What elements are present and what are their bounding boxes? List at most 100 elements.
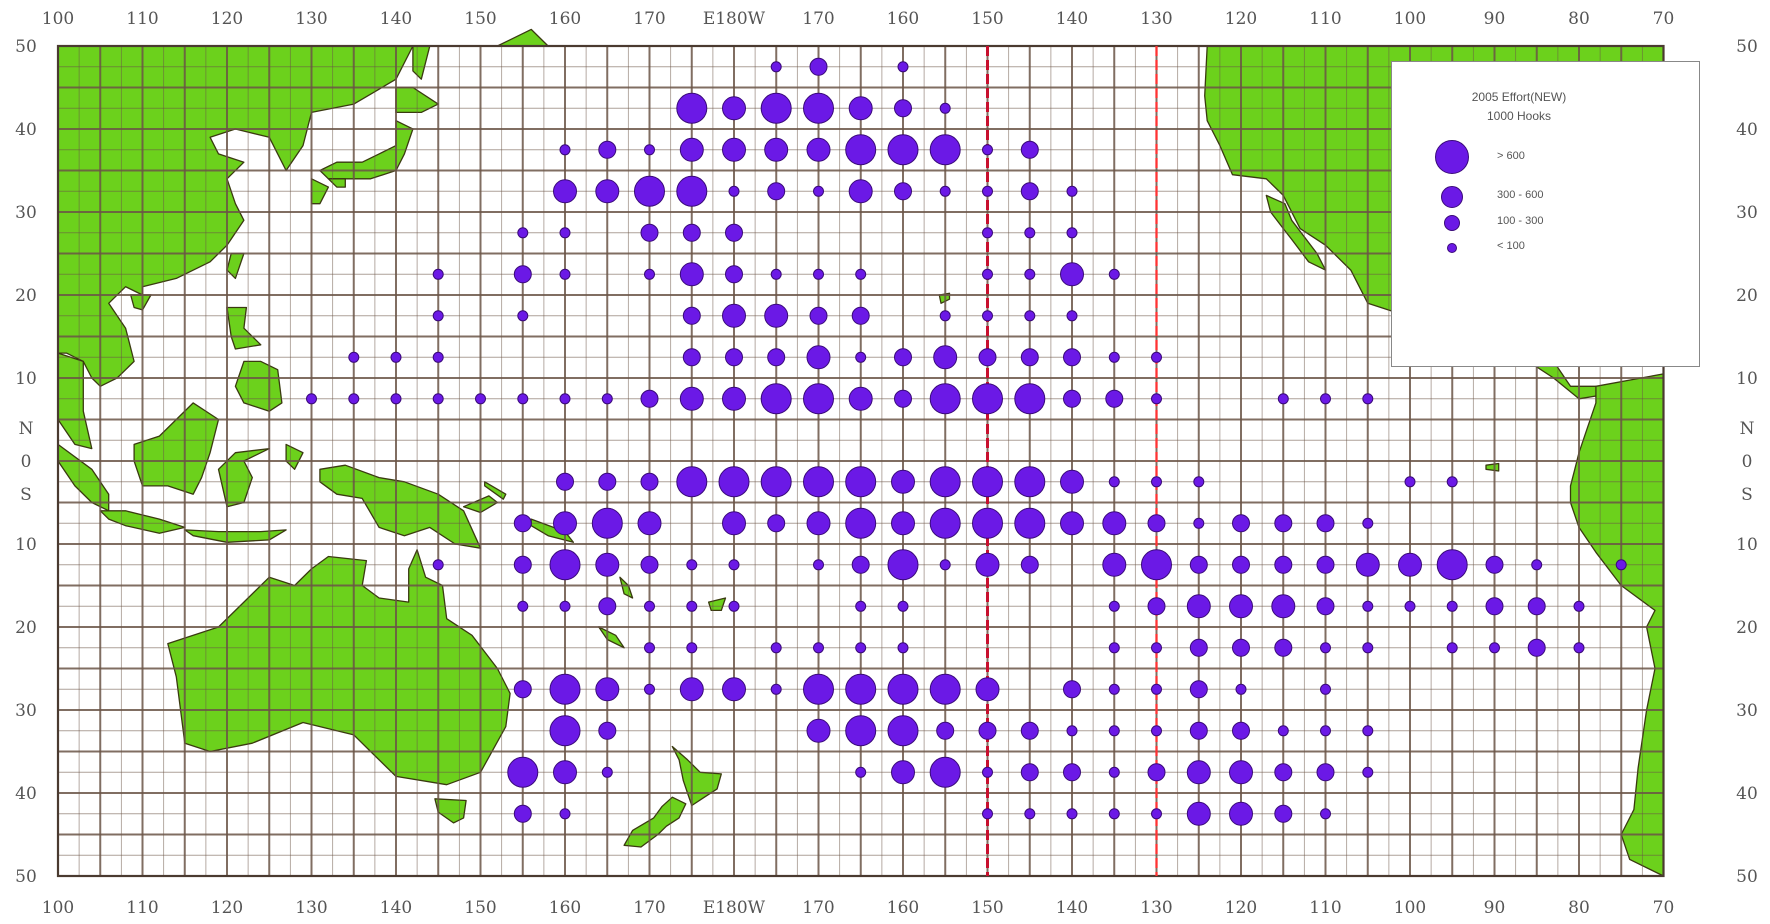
effort-dot <box>686 559 698 571</box>
effort-dot <box>553 760 577 785</box>
effort-dot <box>513 680 532 699</box>
effort-dot <box>1404 476 1416 488</box>
effort-dot <box>855 600 867 612</box>
effort-dot <box>1320 642 1331 654</box>
legend-label: < 100 <box>1497 240 1525 252</box>
effort-dot <box>601 393 613 405</box>
effort-dot <box>887 673 919 705</box>
effort-dot <box>891 511 915 536</box>
effort-dot <box>1066 227 1078 239</box>
effort-dot <box>1320 808 1331 820</box>
lon-label-bottom: 160 <box>887 898 919 918</box>
lat-label-right: 20 <box>1736 286 1758 306</box>
effort-dot <box>1404 600 1416 612</box>
effort-dot <box>432 268 444 280</box>
effort-dot <box>1066 808 1078 820</box>
lat-label-left: 10 <box>15 535 37 555</box>
effort-dot <box>728 600 740 612</box>
effort-dot <box>897 642 909 654</box>
legend-item-lt100: < 100 <box>1437 234 1657 264</box>
effort-dot <box>1485 555 1504 574</box>
effort-dot <box>1024 310 1036 322</box>
effort-dot <box>767 182 786 201</box>
effort-dot <box>513 555 532 574</box>
effort-dot <box>549 715 581 747</box>
lat-label-right: 40 <box>1736 784 1758 804</box>
effort-dot <box>679 262 704 287</box>
effort-dot <box>929 756 961 788</box>
effort-dot <box>891 469 915 494</box>
effort-dot <box>644 600 655 612</box>
effort-dot <box>1277 393 1289 405</box>
effort-dot <box>767 514 786 533</box>
effort-dot <box>929 466 961 498</box>
effort-dot <box>929 507 961 539</box>
effort-dot <box>982 268 993 280</box>
effort-dot <box>897 600 909 612</box>
effort-dot <box>978 348 997 367</box>
effort-dot <box>855 351 867 363</box>
effort-dot <box>972 507 1003 539</box>
effort-dot <box>972 466 1003 498</box>
lat-label-left: N <box>19 419 34 439</box>
land-nz-north <box>671 745 722 807</box>
lon-label-bottom: 110 <box>1309 898 1341 918</box>
effort-dot <box>1277 725 1289 737</box>
lon-label-top: 70 <box>1653 9 1675 29</box>
effort-dot <box>432 351 444 363</box>
lon-label-bottom: 120 <box>211 898 243 918</box>
effort-dot <box>1108 476 1120 488</box>
map-frame <box>56 44 1665 878</box>
effort-dot <box>348 351 360 363</box>
effort-dot <box>513 265 532 284</box>
legend-label: 100 - 300 <box>1497 215 1544 227</box>
effort-dot <box>1014 466 1046 498</box>
effort-dot <box>887 134 919 166</box>
lat-label-right: 30 <box>1736 203 1758 223</box>
effort-dot <box>1020 348 1039 367</box>
effort-dot <box>432 310 444 322</box>
effort-dot <box>939 185 951 197</box>
legend: 2005 Effort(NEW) 1000 Hooks > 600 300 - … <box>1391 61 1700 367</box>
effort-dot <box>1573 642 1585 654</box>
effort-dot <box>939 310 951 322</box>
legend-label: 300 - 600 <box>1497 189 1544 201</box>
effort-dot <box>559 268 571 280</box>
lat-label-right: 10 <box>1736 369 1758 389</box>
lon-label-top: 120 <box>1225 9 1257 29</box>
effort-dot <box>770 268 782 280</box>
effort-dot <box>722 386 746 411</box>
lat-label-right: N <box>1740 419 1755 439</box>
effort-dot <box>1316 763 1335 782</box>
effort-dot <box>806 345 831 370</box>
effort-dot <box>1108 642 1120 654</box>
effort-dot <box>1274 763 1293 782</box>
effort-dot <box>1108 351 1120 363</box>
effort-dot <box>686 642 698 654</box>
effort-dot <box>1316 597 1335 616</box>
effort-dot <box>517 600 529 612</box>
lon-label-top: 110 <box>126 9 158 29</box>
effort-dot <box>1274 804 1293 823</box>
lon-label-top: 80 <box>1568 9 1590 29</box>
effort-dot <box>1232 721 1250 740</box>
lon-label-bottom: 70 <box>1653 898 1675 918</box>
effort-dot <box>1355 552 1380 577</box>
lon-label-top: 150 <box>971 9 1003 29</box>
lat-label-left: 30 <box>15 701 37 721</box>
lon-label-top: 100 <box>1394 9 1426 29</box>
legend-dot-size-2 <box>1444 215 1460 231</box>
effort-dot <box>982 766 993 778</box>
effort-dot <box>929 673 961 705</box>
effort-dot <box>722 511 746 536</box>
effort-dot <box>845 134 877 166</box>
effort-dot <box>764 303 789 328</box>
effort-dot <box>686 600 698 612</box>
effort-dot <box>1186 801 1211 826</box>
lon-label-bottom: E180W <box>703 898 766 918</box>
effort-dot <box>598 140 617 159</box>
effort-dot <box>682 348 701 367</box>
effort-dot <box>770 642 782 654</box>
latitude-labels-left: 50 40 30 20 10 N 0 S 10 20 30 40 50 <box>15 37 37 887</box>
effort-dot <box>851 306 870 325</box>
